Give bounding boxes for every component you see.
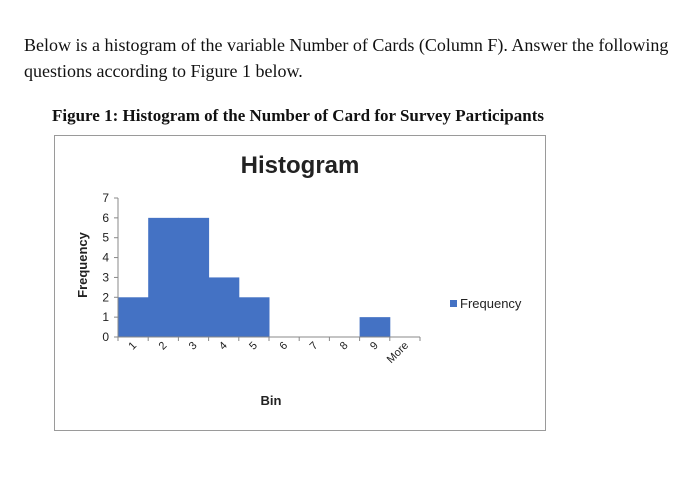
y-tick-label: 1 <box>102 310 109 324</box>
intro-paragraph: Below is a histogram of the variable Num… <box>24 35 669 81</box>
y-tick-label: 6 <box>102 211 109 225</box>
x-tick-label: 1 <box>126 340 139 353</box>
x-tick-label: 4 <box>217 340 230 353</box>
y-tick-label: 0 <box>102 330 109 344</box>
x-tick-label: 6 <box>277 340 290 353</box>
x-tick-label: 7 <box>308 340 321 353</box>
x-tick-label: 2 <box>157 340 170 353</box>
x-tick-label: More <box>385 340 411 366</box>
figure-caption: Figure 1: Histogram of the Number of Car… <box>52 106 544 125</box>
x-axis-label: Bin <box>261 393 282 408</box>
legend-label: Frequency <box>460 296 522 311</box>
y-tick-label: 5 <box>102 231 109 245</box>
bar-5 <box>238 297 270 337</box>
y-tick-label: 3 <box>102 270 109 284</box>
y-tick-label: 2 <box>102 290 109 304</box>
x-tick-label: 5 <box>247 340 260 353</box>
x-tick-label: 8 <box>338 340 351 353</box>
bar-9 <box>359 317 391 337</box>
x-tick-label: 9 <box>368 340 381 353</box>
bar-2 <box>148 217 179 337</box>
histogram-chart: Histogram Frequency Bin 0 1 2 3 4 5 6 7 1 2 3 4 5 6 7 8… <box>75 152 522 408</box>
bar-3 <box>178 217 210 337</box>
x-tick-label: 3 <box>187 340 200 353</box>
bar-4 <box>208 277 240 337</box>
chart-frame <box>54 135 546 431</box>
chart-title: Histogram <box>241 152 360 179</box>
legend-swatch <box>450 300 457 307</box>
y-tick-label: 7 <box>102 191 109 205</box>
y-tick-label: 4 <box>102 251 109 265</box>
bar-1 <box>118 297 149 337</box>
y-axis-label: Frequency <box>75 231 90 298</box>
